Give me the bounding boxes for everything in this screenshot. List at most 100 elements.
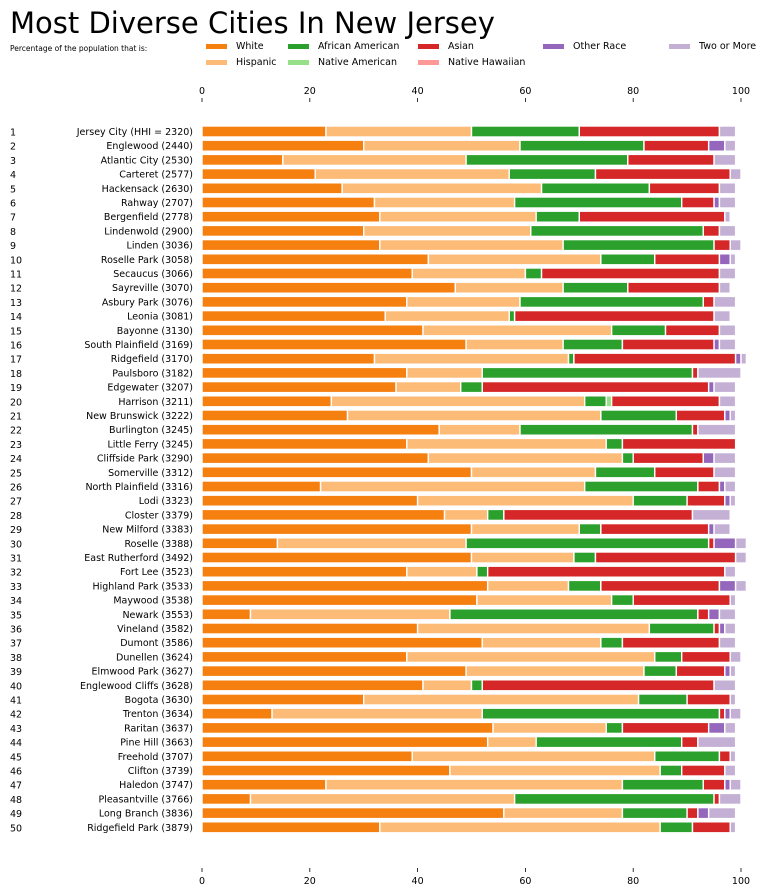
bar-segment-african-american [470,679,483,692]
bar-segment-white [201,693,365,706]
bar-segment-white [201,196,376,209]
bar-segment-white [201,622,419,635]
bar-segment-asian [681,735,699,749]
bar-segment-two-or-more [734,537,748,550]
bar-segment-hispanic [314,167,510,181]
row-rank-number: 2 [10,142,16,153]
bar-segment-white [201,395,333,408]
row-rank-number: 48 [10,795,22,806]
bar-segment-white [201,480,322,493]
bar-segment-white [201,380,397,394]
bar-segment-white [201,522,473,536]
bar-segment-african-american [605,721,624,735]
bar-segment-asian [632,451,704,465]
bottom-axis-tick-label: 40 [412,876,424,887]
bar-segment-other-race [707,380,715,394]
city-label: Cliffside Park (3290) [97,454,193,465]
bar-segment-asian [681,650,731,664]
row-rank-number: 13 [10,298,22,309]
bar-segment-african-american [449,608,699,621]
bar-segment-hispanic [411,750,656,763]
bar-segment-two-or-more [697,735,737,749]
city-label: Carteret (2577) [119,170,193,181]
bar-segment-hispanic [276,537,467,550]
bar-segment-asian [702,224,721,238]
row-rank-number: 23 [10,440,22,451]
bar-segment-hispanic [379,821,661,834]
bar-segment-other-race [718,253,731,266]
bar-segment-asian [610,395,721,408]
bar-segment-asian [686,693,731,706]
bar-segment-two-or-more [729,821,737,834]
bar-segment-african-american [481,366,694,380]
city-label: Newark (3553) [122,610,193,621]
bar-segment-hispanic [470,551,575,564]
bar-segment-two-or-more [724,480,737,493]
bar-segment-asian [697,608,710,621]
row-rank-number: 6 [10,199,16,210]
bar-segment-asian [486,565,726,578]
bar-segment-asian [621,721,710,735]
row-rank-number: 44 [10,738,22,749]
bar-segment-african-american [508,309,516,323]
bar-segment-african-american [654,650,683,664]
bar-segment-hispanic [346,409,602,422]
bar-segment-asian [664,324,721,337]
row-rank-number: 15 [10,326,22,337]
bar-segment-hispanic [325,125,473,138]
bar-segment-two-or-more [697,366,742,380]
bar-segment-asian [713,622,721,635]
bar-segment-white [201,565,408,578]
row-rank-number: 3 [10,156,16,167]
bar-segment-white [201,636,483,649]
bar-segment-african-american [567,579,602,593]
bar-segment-two-or-more [729,778,742,791]
bar-segment-african-american [600,253,656,266]
bar-segment-two-or-more [734,551,748,564]
city-label: Jersey City (HHI = 2320) [76,127,193,138]
bar-segment-african-american [605,437,624,451]
bar-segment-african-american [465,537,710,550]
bar-segment-asian [578,125,721,138]
city-label: Somerville (3312) [108,468,193,479]
bar-segment-african-american [637,693,688,706]
legend-label-african-american: African American [318,41,399,52]
bar-segment-white [201,324,424,337]
bar-segment-two-or-more [724,210,731,223]
bar-segment-african-american [621,451,634,465]
bar-segment-hispanic [363,693,640,706]
bar-segment-hispanic [465,338,564,351]
bar-segment-two-or-more [724,622,737,635]
bar-segment-white [201,224,365,238]
chart-subtitle: Percentage of the population that is: [10,44,148,53]
city-label: Trenton (3634) [122,709,193,720]
bar-segment-two-or-more [718,267,737,280]
row-rank-number: 14 [10,312,22,323]
row-rank-number: 5 [10,184,16,195]
bar-segment-african-american [470,125,581,138]
bar-segment-native-american [605,395,613,408]
city-label: Linden (3036) [127,241,193,252]
bar-segment-white [201,750,413,763]
bar-segment-asian [627,281,721,294]
bar-segment-african-american [481,707,721,720]
bar-segment-hispanic [427,451,624,465]
bottom-axis-tick-label: 80 [627,876,639,887]
city-label: Vineland (3582) [117,624,193,635]
row-rank-number: 20 [10,397,22,408]
bar-segment-asian [600,522,710,536]
bar-segment-hispanic [465,664,645,678]
legend-swatch-native-american [288,60,309,65]
city-label: Roselle (3388) [124,539,193,550]
city-label: Highland Park (3533) [92,581,193,592]
bar-segment-two-or-more [729,693,737,706]
city-label: Bogota (3630) [125,695,193,706]
legend-label-white: White [236,41,264,52]
bar-segment-hispanic [379,210,537,223]
bar-segment-hispanic [406,437,607,451]
city-label: Dumont (3586) [120,638,193,649]
bar-segment-other-race [707,608,721,621]
city-label: Clifton (3739) [128,766,193,777]
bar-segment-white [201,295,408,309]
top-axis-tick-label: 100 [732,86,750,97]
